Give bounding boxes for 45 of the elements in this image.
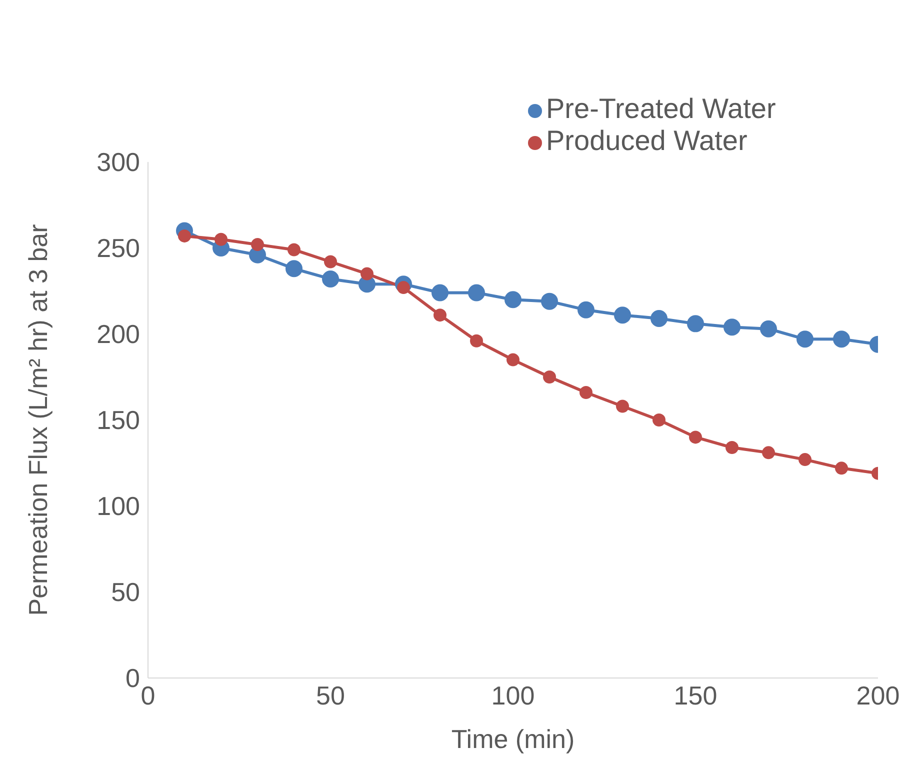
y-tick-label: 200 [96,319,140,350]
y-axis-title: Permeation Flux (L/m² hr) at 3 bar [23,224,54,616]
point [652,414,666,426]
point [543,370,556,384]
point [616,400,629,413]
x-axis-title: Time (min) [451,724,575,754]
point [506,353,520,366]
x-tick-label: 100 [491,680,535,710]
point [468,284,485,302]
point [726,441,738,454]
legend-label: Pre-Treated Water [546,93,776,124]
point [798,453,812,466]
point [360,267,374,280]
point [432,284,448,302]
point [434,308,446,322]
point [689,430,702,444]
y-tick-label: 150 [96,405,140,436]
point [580,386,592,399]
point [724,318,740,336]
x-tick-label: 50 [316,680,345,710]
point [504,291,522,308]
point [470,334,483,348]
y-tick-label: 50 [111,577,140,608]
point [650,310,668,328]
y-tick-label: 250 [96,233,140,264]
point [288,243,300,256]
x-tick-label: 200 [856,680,900,710]
point [833,330,850,348]
point [324,255,337,268]
legend-label: Produced Water [546,125,748,156]
point [796,330,814,348]
point [251,238,264,252]
point [322,270,339,288]
point [687,315,704,332]
point [541,292,558,310]
point [835,462,848,475]
point [286,260,302,278]
point [214,232,228,246]
y-tick-label: 300 [96,147,140,178]
point [614,306,631,324]
x-tick-label: 150 [674,680,718,710]
point [760,320,777,338]
y-tick-label: 100 [96,491,140,522]
point [762,446,775,460]
point [578,301,594,318]
